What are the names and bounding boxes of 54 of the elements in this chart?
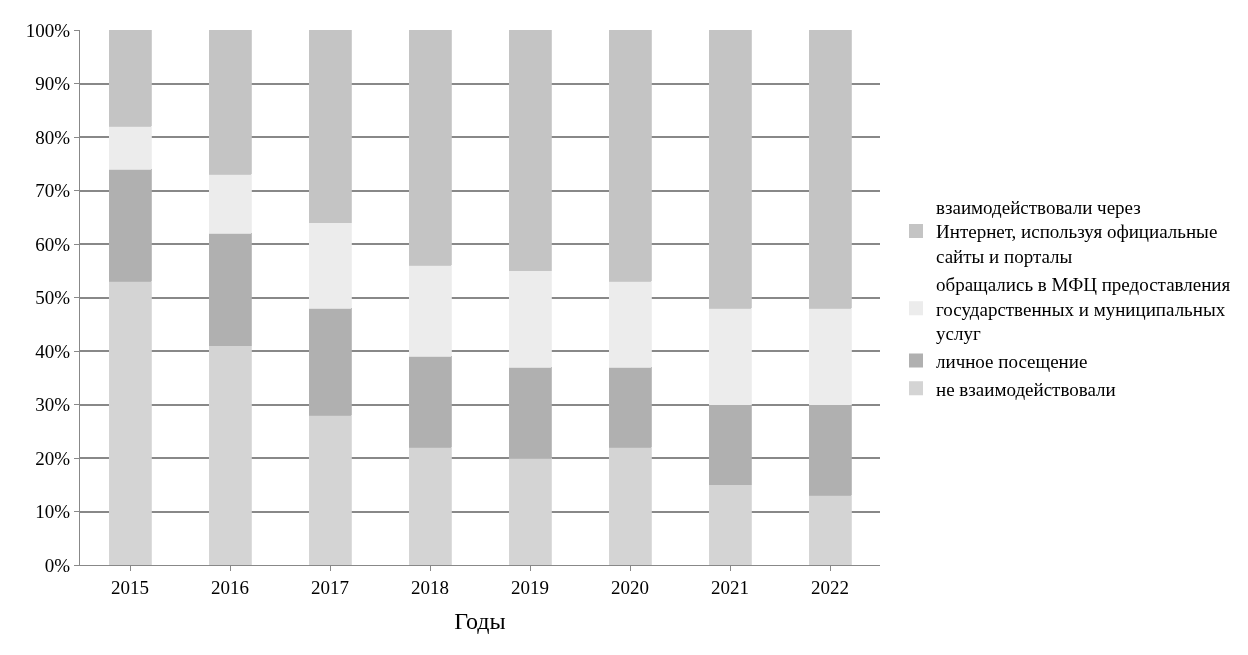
bar bbox=[708, 30, 752, 309]
bar bbox=[108, 30, 152, 127]
bar bbox=[808, 30, 852, 309]
y-tick-label: 80% bbox=[35, 126, 71, 148]
y-tick-label: 20% bbox=[35, 447, 71, 469]
y-tick-label: 30% bbox=[35, 394, 71, 416]
bar bbox=[308, 414, 352, 565]
y-tick-label: 70% bbox=[35, 180, 71, 202]
x-tick-label: 2020 bbox=[611, 576, 649, 598]
bar bbox=[408, 30, 452, 266]
y-tick-label: 90% bbox=[35, 73, 71, 95]
x-tick-label: 2022 bbox=[811, 576, 849, 598]
x-axis-title: Годы bbox=[454, 608, 506, 635]
legend-label: не взаимодействовали bbox=[936, 378, 1116, 400]
bar bbox=[708, 484, 752, 565]
y-tick-label: 100% bbox=[25, 19, 71, 41]
x-tick-label: 2021 bbox=[711, 576, 749, 598]
bar bbox=[808, 404, 852, 496]
bar bbox=[108, 281, 152, 565]
bar bbox=[308, 30, 352, 223]
bar bbox=[108, 125, 152, 170]
legend-label: личное посещение bbox=[936, 350, 1088, 372]
bar bbox=[408, 446, 452, 565]
bar bbox=[208, 232, 252, 347]
bar bbox=[108, 168, 152, 282]
x-tick-label: 2015 bbox=[111, 576, 149, 598]
bar bbox=[608, 30, 652, 282]
bar bbox=[208, 30, 252, 175]
bar bbox=[308, 222, 352, 309]
bar bbox=[408, 355, 452, 448]
bar bbox=[508, 366, 552, 459]
bar bbox=[208, 345, 252, 565]
x-tick-label: 2019 bbox=[511, 576, 549, 598]
bar bbox=[708, 307, 752, 405]
bar bbox=[508, 30, 552, 272]
bar bbox=[508, 270, 552, 368]
y-tick-label: 40% bbox=[35, 340, 71, 362]
bar bbox=[808, 307, 852, 405]
y-tick-label: 50% bbox=[35, 287, 71, 309]
bar bbox=[308, 307, 352, 416]
x-tick-label: 2017 bbox=[311, 576, 349, 598]
y-tick-label: 10% bbox=[35, 501, 71, 523]
bar bbox=[608, 446, 652, 565]
bar bbox=[608, 281, 652, 368]
bar bbox=[808, 495, 852, 565]
bar bbox=[608, 366, 652, 448]
bar bbox=[208, 174, 252, 234]
y-tick-label: 60% bbox=[35, 233, 71, 255]
bar bbox=[508, 457, 552, 565]
x-tick-label: 2018 bbox=[411, 576, 449, 598]
y-tick-label: 0% bbox=[44, 554, 71, 576]
bar bbox=[408, 265, 452, 357]
bar bbox=[708, 404, 752, 486]
x-tick-label: 2016 bbox=[211, 576, 249, 598]
